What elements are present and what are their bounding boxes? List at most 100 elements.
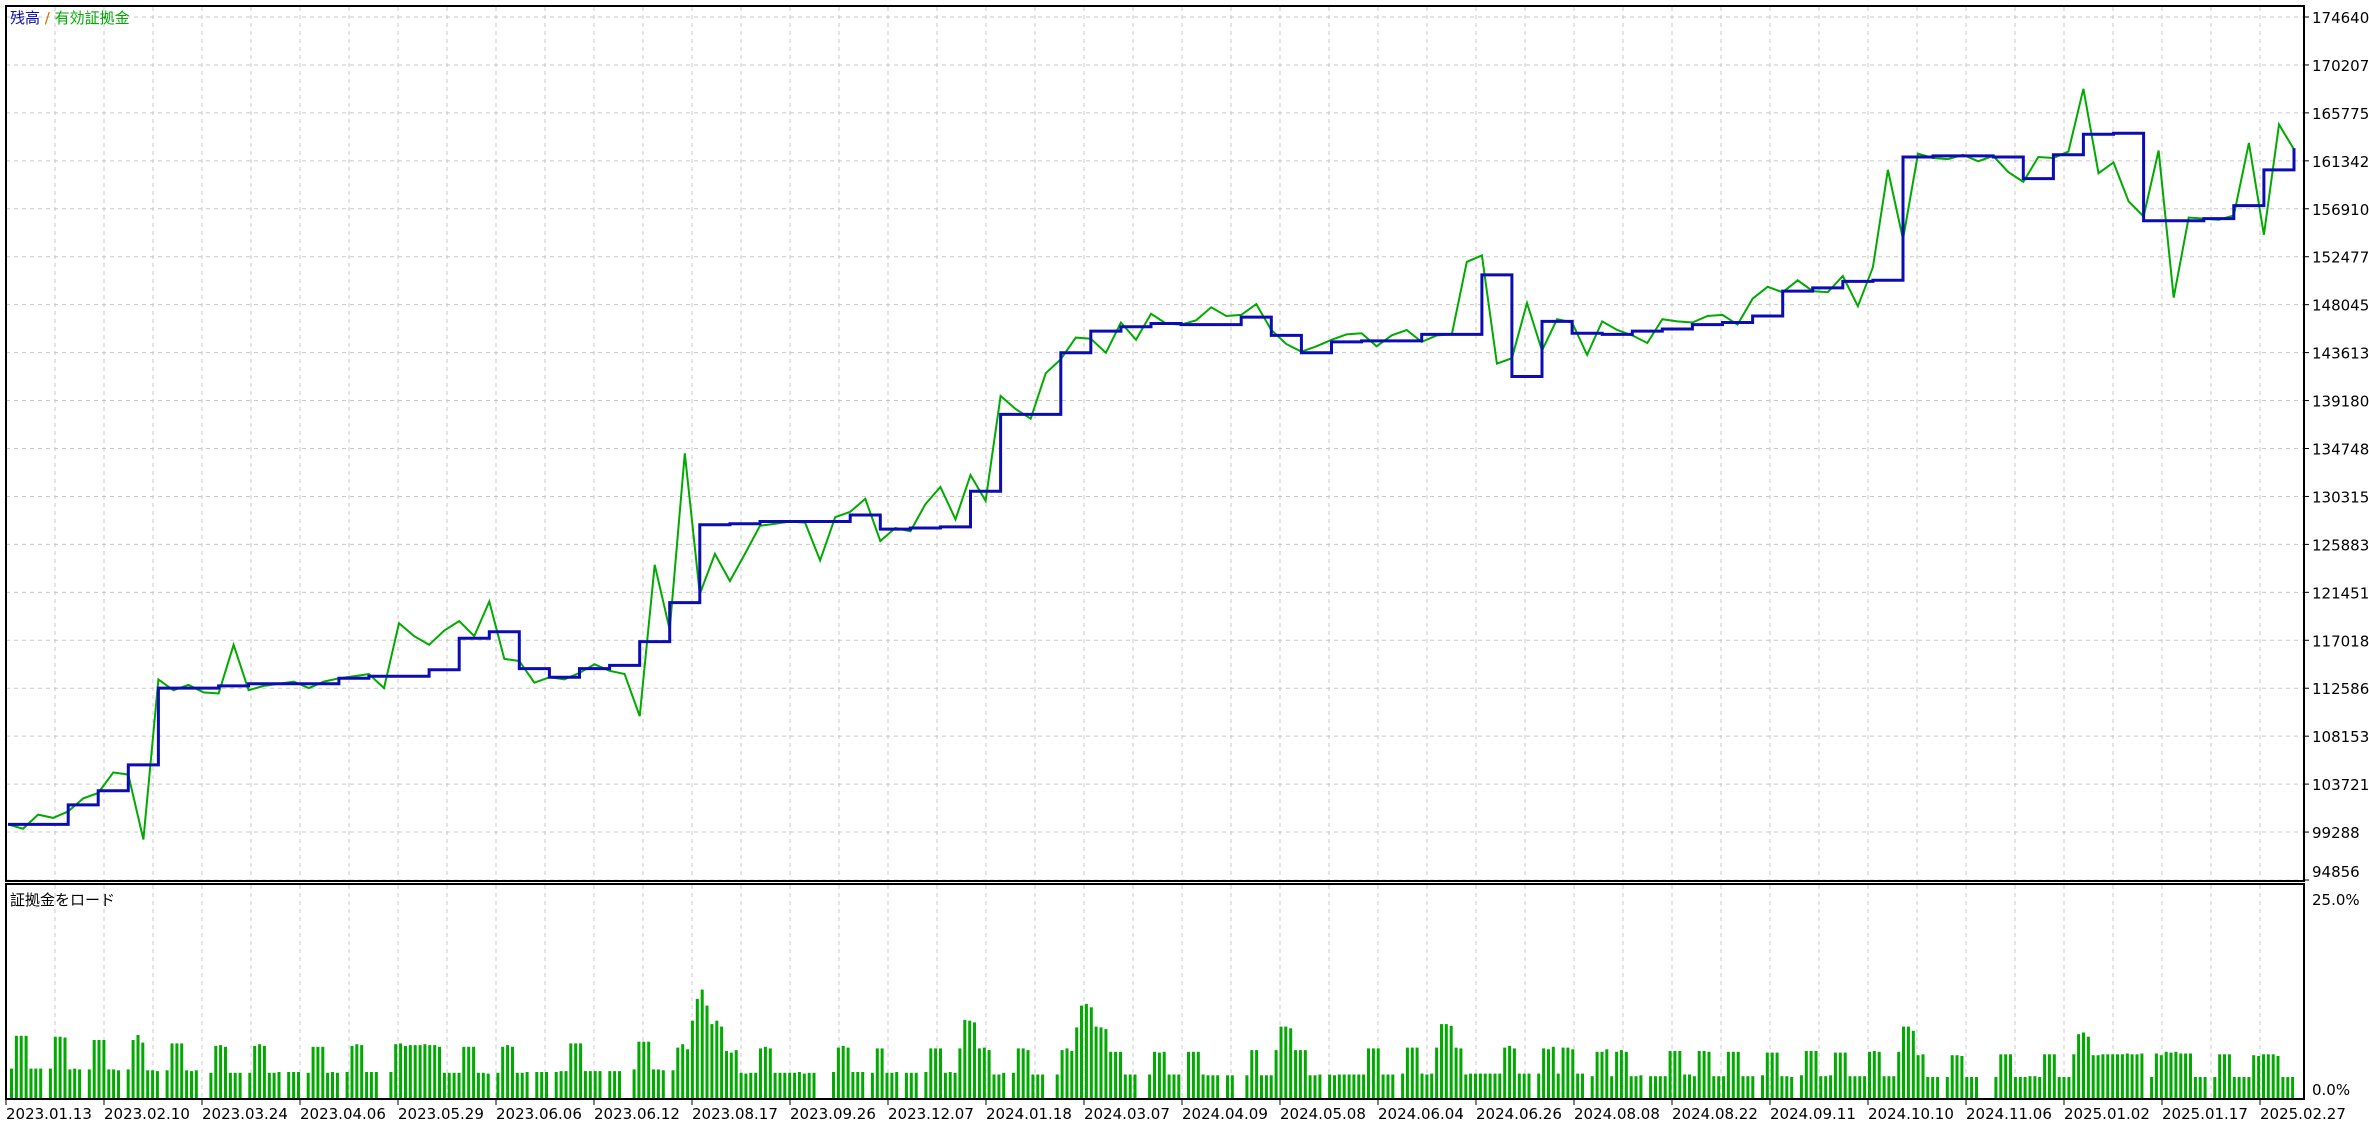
margin-load-bar	[904, 1072, 908, 1098]
margin-load-bar	[1021, 1048, 1025, 1098]
margin-load-bar	[1474, 1073, 1477, 1098]
margin-load-bar	[982, 1047, 986, 1098]
margin-load-bar	[1333, 1075, 1336, 1098]
x-axis-labels: 2023.01.13 2023.02.10 2023.03.24 2023.04.06…	[5, 1099, 2346, 1122]
margin-load-bar	[1892, 1076, 1896, 1098]
margin-load-bar	[1581, 1073, 1584, 1098]
x-tick-label: 2025.01.17	[2162, 1105, 2248, 1122]
margin-load-bar	[1590, 1076, 1594, 1098]
x-tick-label: 2024.01.18	[986, 1105, 1072, 1122]
x-tick-label: 2023.08.17	[692, 1105, 778, 1122]
margin-load-bar	[360, 1045, 364, 1098]
y-tick-label: 99288	[2312, 824, 2360, 842]
margin-load-bar	[369, 1072, 373, 1098]
margin-load-bar	[890, 1072, 894, 1098]
margin-load-bar	[1031, 1074, 1035, 1098]
x-tick-label: 2023.02.10	[104, 1105, 190, 1122]
margin-load-bar	[175, 1043, 179, 1098]
margin-load-bar	[2276, 1056, 2280, 1098]
margin-load-bar	[292, 1072, 296, 1098]
margin-load-bar	[272, 1072, 276, 1098]
margin-load-bar	[1026, 1050, 1030, 1098]
margin-load-bar	[797, 1072, 801, 1098]
margin-load-bar	[759, 1048, 762, 1098]
margin-load-bar	[1600, 1051, 1604, 1098]
margin-load-bar	[141, 1042, 145, 1098]
margin-load-bar	[136, 1035, 140, 1098]
margin-load-bar	[117, 1070, 120, 1098]
margin-load-bar	[2281, 1077, 2285, 1098]
margin-load-bar	[710, 1024, 714, 1098]
y-tick-label: 139180	[2312, 393, 2369, 411]
margin-load-bar	[788, 1072, 792, 1098]
margin-load-bar	[190, 1071, 193, 1098]
margin-load-bar	[652, 1069, 655, 1098]
margin-load-bar	[29, 1068, 33, 1098]
margin-load-bar	[68, 1069, 72, 1098]
y-tick-label: 130315	[2312, 488, 2369, 506]
margin-load-bar	[2169, 1052, 2173, 1098]
margin-load-bar	[744, 1073, 748, 1098]
margin-load-bar	[1011, 1072, 1015, 1098]
margin-load-bar	[1401, 1073, 1405, 1098]
margin-load-bar	[579, 1043, 583, 1098]
margin-load-bar	[326, 1072, 330, 1098]
margin-load-bar	[1226, 1075, 1229, 1098]
margin-load-bar	[1945, 1077, 1949, 1098]
margin-load-bar	[151, 1070, 155, 1098]
margin-load-bar	[885, 1072, 889, 1098]
margin-load-bar	[1824, 1076, 1828, 1098]
margin-load-bar	[914, 1072, 918, 1098]
margin-load-bar	[413, 1045, 417, 1098]
margin-load-bar	[1274, 1050, 1278, 1098]
margin-load-bar	[695, 998, 699, 1098]
margin-load-bar	[1697, 1051, 1701, 1098]
margin-load-bar	[442, 1072, 446, 1098]
margin-load-bar	[583, 1071, 587, 1098]
x-tick-label: 2025.02.27	[2260, 1105, 2346, 1122]
series-lines	[7, 88, 2296, 840]
margin-load-bar	[19, 1035, 23, 1098]
margin-load-bar	[1833, 1052, 1837, 1098]
margin-load-bar	[1420, 1073, 1424, 1098]
margin-load-bar	[1537, 1073, 1541, 1098]
margin-load-bar	[856, 1072, 860, 1098]
margin-load-bar	[1191, 1051, 1195, 1098]
margin-load-bar	[233, 1072, 237, 1098]
margin-load-bar	[1036, 1074, 1040, 1098]
margin-load-bar	[895, 1072, 899, 1098]
margin-load-bar	[214, 1045, 218, 1098]
margin-axis-bottom-label: 0.0%	[2312, 1081, 2350, 1099]
x-tick-label: 2023.09.26	[790, 1105, 876, 1122]
margin-load-bar	[1002, 1072, 1006, 1098]
x-tick-label: 2023.03.24	[202, 1105, 288, 1122]
margin-load-bar	[1391, 1074, 1395, 1098]
margin-load-bar	[1196, 1051, 1200, 1098]
margin-load-bar	[1201, 1074, 1205, 1098]
margin-load-bar	[180, 1043, 184, 1098]
margin-load-bar	[1488, 1073, 1492, 1098]
margin-load-bar	[209, 1072, 213, 1098]
margin-load-bar	[676, 1047, 680, 1098]
margin-load-bar	[977, 1048, 981, 1098]
margin-load-bar	[1639, 1075, 1643, 1098]
margin-load-bar	[506, 1045, 510, 1098]
margin-load-bar	[78, 1069, 82, 1098]
margin-load-bar	[1561, 1047, 1565, 1098]
margin-load-bar	[1362, 1074, 1366, 1098]
legend-equity: 有効証拠金	[54, 9, 130, 27]
margin-load-bar	[1371, 1048, 1375, 1098]
y-axis-labels: 174640 170207 165775 161342 156910 152477 1480…	[2304, 9, 2369, 881]
margin-load-bar	[1906, 1026, 1910, 1098]
margin-load-bar	[1119, 1051, 1122, 1098]
margin-load-bar	[754, 1072, 758, 1098]
margin-load-bar	[1678, 1051, 1682, 1098]
margin-load-bar	[647, 1041, 651, 1098]
margin-load-bar	[1430, 1073, 1434, 1098]
margin-load-bar	[2135, 1054, 2139, 1098]
margin-load-bar	[1654, 1076, 1657, 1098]
margin-load-bar	[661, 1070, 665, 1098]
margin-load-bar	[2247, 1077, 2251, 1098]
balance-line	[8, 131, 2296, 826]
